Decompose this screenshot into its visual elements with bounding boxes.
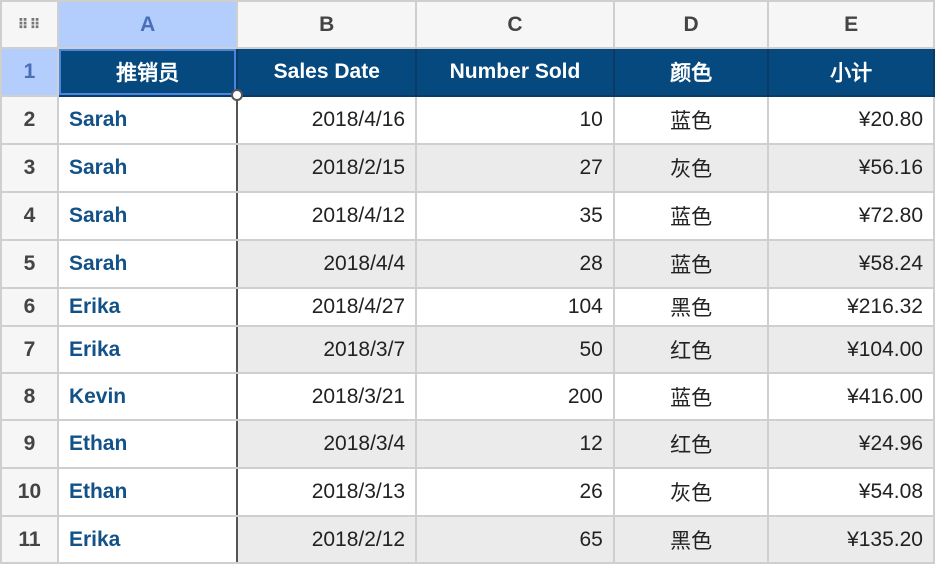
cell-number-sold[interactable]: 50 [415, 325, 615, 374]
column-header-row: ⠿⠿ A B C D E [0, 0, 935, 49]
cell-sales-date[interactable]: 2018/2/12 [236, 515, 418, 564]
cell-salesperson[interactable]: Erika [56, 515, 239, 564]
cell-number-sold[interactable]: 65 [415, 515, 615, 564]
cell-color[interactable]: 黑色 [612, 515, 770, 564]
cell-salesperson[interactable]: Sarah [56, 143, 239, 193]
table-row: 11 Erika 2018/2/12 65 黑色 ¥135.20 [0, 515, 935, 564]
row-header[interactable]: 1 [0, 47, 59, 97]
cell-number-sold[interactable]: 200 [415, 372, 615, 421]
cell-number-sold[interactable]: 27 [415, 143, 615, 193]
column-header-e[interactable]: E [767, 0, 935, 49]
table-row: 3 Sarah 2018/2/15 27 灰色 ¥56.16 [0, 143, 935, 193]
cell-subtotal[interactable]: ¥135.20 [767, 515, 935, 564]
cell-subtotal[interactable]: ¥56.16 [767, 143, 935, 193]
row-header[interactable]: 3 [0, 143, 59, 193]
cell-sales-date[interactable]: 2018/4/27 [236, 287, 418, 327]
cell-color[interactable]: 灰色 [612, 143, 770, 193]
cell-color[interactable]: 蓝色 [612, 372, 770, 421]
table-row: 8 Kevin 2018/3/21 200 蓝色 ¥416.00 [0, 372, 935, 421]
select-all-grid-icon[interactable]: ⠿⠿ [0, 0, 59, 49]
cell-number-sold[interactable]: 35 [415, 191, 615, 241]
cell-salesperson[interactable]: Sarah [56, 239, 239, 289]
cell-number-sold[interactable]: 104 [415, 287, 615, 327]
table-row: 6 Erika 2018/4/27 104 黑色 ¥216.32 [0, 287, 935, 327]
header-cell-subtotal[interactable]: 小计 [767, 47, 935, 97]
header-cell-number-sold[interactable]: Number Sold [415, 47, 615, 97]
cell-salesperson[interactable]: Kevin [56, 372, 239, 421]
row-header[interactable]: 2 [0, 95, 59, 145]
cell-salesperson[interactable]: Ethan [56, 419, 239, 469]
cell-salesperson[interactable]: Sarah [56, 95, 239, 145]
cell-sales-date[interactable]: 2018/4/16 [236, 95, 418, 145]
cell-color[interactable]: 红色 [612, 325, 770, 374]
cell-number-sold[interactable]: 10 [415, 95, 615, 145]
table-row: 10 Ethan 2018/3/13 26 灰色 ¥54.08 [0, 467, 935, 517]
table-row: 5 Sarah 2018/4/4 28 蓝色 ¥58.24 [0, 239, 935, 289]
cell-salesperson[interactable]: Erika [56, 325, 239, 374]
column-header-b[interactable]: B [236, 0, 418, 49]
cell-sales-date[interactable]: 2018/4/4 [236, 239, 418, 289]
header-cell-color[interactable]: 颜色 [612, 47, 770, 97]
column-header-c[interactable]: C [415, 0, 615, 49]
cell-sales-date[interactable]: 2018/4/12 [236, 191, 418, 241]
cell-subtotal[interactable]: ¥20.80 [767, 95, 935, 145]
cell-number-sold[interactable]: 12 [415, 419, 615, 469]
table-row: 7 Erika 2018/3/7 50 红色 ¥104.00 [0, 325, 935, 374]
row-header[interactable]: 7 [0, 325, 59, 374]
cell-salesperson[interactable]: Ethan [56, 467, 239, 517]
cell-subtotal[interactable]: ¥58.24 [767, 239, 935, 289]
header-cell-salesperson[interactable]: 推销员 [56, 47, 239, 97]
cell-color[interactable]: 蓝色 [612, 239, 770, 289]
column-header-d[interactable]: D [612, 0, 770, 49]
table-row: 4 Sarah 2018/4/12 35 蓝色 ¥72.80 [0, 191, 935, 241]
header-row: 1 推销员 Sales Date Number Sold 颜色 小计 [0, 47, 935, 97]
cell-subtotal[interactable]: ¥216.32 [767, 287, 935, 327]
cell-number-sold[interactable]: 28 [415, 239, 615, 289]
cell-salesperson[interactable]: Erika [56, 287, 239, 327]
row-header[interactable]: 6 [0, 287, 59, 327]
cell-sales-date[interactable]: 2018/3/7 [236, 325, 418, 374]
row-header[interactable]: 5 [0, 239, 59, 289]
cell-sales-date[interactable]: 2018/3/4 [236, 419, 418, 469]
cell-color[interactable]: 黑色 [612, 287, 770, 327]
cell-color[interactable]: 蓝色 [612, 95, 770, 145]
cell-number-sold[interactable]: 26 [415, 467, 615, 517]
row-header[interactable]: 4 [0, 191, 59, 241]
cell-color[interactable]: 灰色 [612, 467, 770, 517]
cell-subtotal[interactable]: ¥24.96 [767, 419, 935, 469]
cell-salesperson[interactable]: Sarah [56, 191, 239, 241]
row-header[interactable]: 9 [0, 419, 59, 469]
cell-color[interactable]: 红色 [612, 419, 770, 469]
cell-subtotal[interactable]: ¥72.80 [767, 191, 935, 241]
cell-subtotal[interactable]: ¥416.00 [767, 372, 935, 421]
cell-sales-date[interactable]: 2018/3/13 [236, 467, 418, 517]
row-header[interactable]: 11 [0, 515, 59, 564]
row-header[interactable]: 8 [0, 372, 59, 421]
cell-color[interactable]: 蓝色 [612, 191, 770, 241]
header-cell-sales-date[interactable]: Sales Date [236, 47, 418, 97]
cell-subtotal[interactable]: ¥54.08 [767, 467, 935, 517]
cell-subtotal[interactable]: ¥104.00 [767, 325, 935, 374]
row-header[interactable]: 10 [0, 467, 59, 517]
column-header-a[interactable]: A [56, 0, 239, 49]
selection-resize-handle[interactable] [231, 89, 243, 101]
cell-sales-date[interactable]: 2018/2/15 [236, 143, 418, 193]
table-row: 9 Ethan 2018/3/4 12 红色 ¥24.96 [0, 419, 935, 469]
table-row: 2 Sarah 2018/4/16 10 蓝色 ¥20.80 [0, 95, 935, 145]
cell-sales-date[interactable]: 2018/3/21 [236, 372, 418, 421]
